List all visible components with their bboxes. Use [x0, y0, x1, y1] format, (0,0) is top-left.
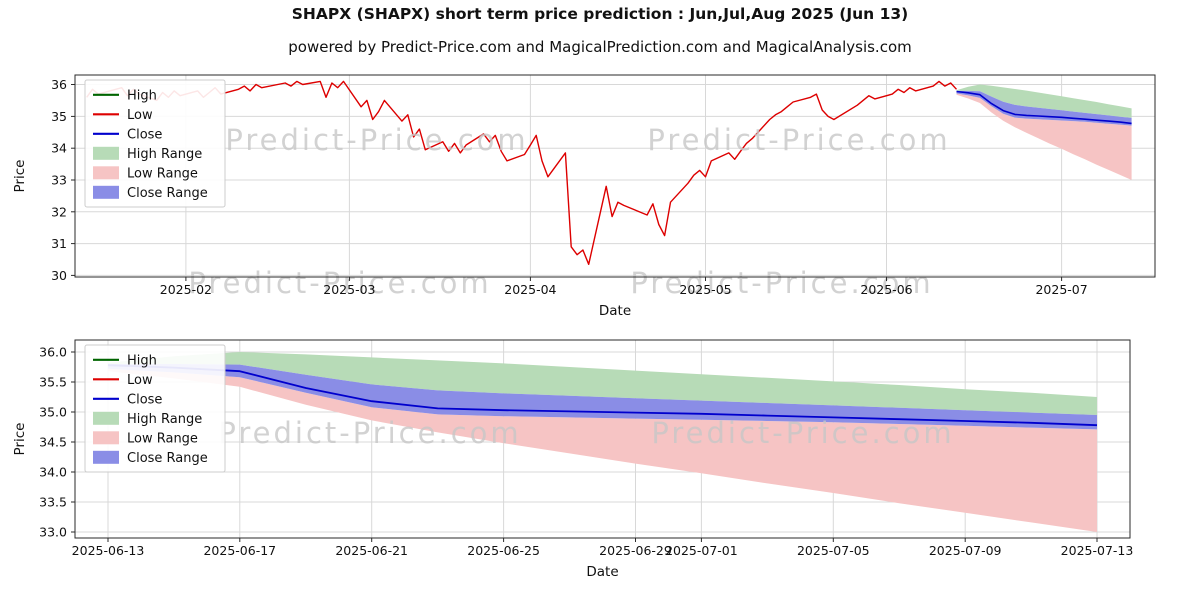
y-tick-label: 33: [51, 173, 67, 188]
x-tick-label: 2025-07-13: [1061, 543, 1134, 558]
y-tick-label: 32: [51, 204, 67, 219]
legend-label-close-range: Close Range: [127, 451, 208, 466]
y-tick-label: 35.5: [39, 375, 67, 390]
y-tick-label: 34: [51, 141, 67, 156]
watermark-text: Predict-Price.com: [218, 416, 521, 450]
band-high-range: [956, 84, 1132, 118]
legend: High Low Close High Range Low Range Close Ran…: [84, 344, 226, 473]
legend-label-low: Low: [127, 373, 153, 388]
watermarks: Predict-Price.com Predict-Price.com: [218, 416, 954, 450]
band-low-range: [108, 368, 1097, 532]
x-tick-label: 2025-07-05: [797, 543, 870, 558]
series-low-line: [86, 80, 958, 265]
legend-swatch-high-range: [93, 411, 119, 425]
watermark-text: Predict-Price.com: [225, 123, 528, 157]
x-tick-label: 2025-02: [160, 282, 212, 297]
series-close-line: [107, 364, 1098, 427]
legend-label-high: High: [127, 88, 157, 103]
x-tick-label: 2025-06-21: [335, 543, 408, 558]
band-low-range: [956, 93, 1132, 180]
x-axis-label: Date: [599, 303, 631, 319]
series-close-line: [956, 90, 1132, 125]
legend-box: [84, 79, 226, 208]
x-tick-label: 2025-07: [1035, 282, 1087, 297]
y-tick-label: 30: [51, 268, 67, 283]
legend-label-high: High: [127, 353, 157, 368]
gridlines: [75, 75, 1155, 277]
y-tick-label: 34.0: [39, 465, 67, 480]
legend-label-close-range: Close Range: [127, 186, 208, 201]
y-tick-label: 34.5: [39, 435, 67, 450]
legend-label-high-range: High Range: [127, 412, 202, 427]
x-tick-label: 2025-07-09: [929, 543, 1002, 558]
x-tick-label: 2025-06: [860, 282, 912, 297]
y-tick-label: 33.5: [39, 495, 67, 510]
watermark-text: Predict-Price.com: [651, 416, 954, 450]
y-tick-label: 31: [51, 236, 67, 251]
x-tick-label: 2025-06-29: [599, 543, 672, 558]
x-tick-label: 2025-07-01: [665, 543, 738, 558]
watermarks: Predict-Price.com Predict-Price.com Predic…: [188, 123, 950, 300]
legend-swatch-close-range: [93, 450, 119, 464]
legend: High Low Close High Range Low Range Close Ran…: [84, 79, 226, 208]
legend-box: [84, 344, 226, 473]
band-close-range: [956, 90, 1132, 126]
x-tick-label: 2025-04: [504, 282, 556, 297]
axes: 2025-02 2025-03 2025-04 2025-05 2025-06 2025-…: [12, 77, 1088, 319]
legend-label-low-range: Low Range: [127, 166, 198, 181]
legend-swatch-low-range: [93, 166, 119, 180]
legend-label-low-range: Low Range: [127, 431, 198, 446]
legend-label-close: Close: [127, 392, 162, 407]
plot-border: [74, 74, 1156, 278]
y-tick-label: 36.0: [39, 345, 67, 360]
x-tick-label: 2025-05: [679, 282, 731, 297]
y-tick-label: 36: [51, 77, 67, 92]
axes: 2025-06-13 2025-06-17 2025-06-21 2025-06-25…: [12, 345, 1133, 581]
y-tick-label: 35.0: [39, 405, 67, 420]
watermark-text: Predict-Price.com: [188, 266, 491, 300]
legend-swatch-low-range: [93, 431, 119, 445]
x-axis-label: Date: [586, 564, 618, 580]
band-close-range: [108, 364, 1097, 430]
legend-label-low: Low: [127, 108, 153, 123]
band-high-range: [108, 352, 1097, 415]
x-tick-label: 2025-06-17: [203, 543, 276, 558]
legend-label-close: Close: [127, 127, 162, 142]
forecast-detail-chart-canvas: Predict-Price.com Predict-Price.com2025-0…: [12, 339, 1133, 581]
chart-subtitle: powered by Predict-Price.com and Magical…: [288, 38, 912, 56]
overview-chart-canvas: Predict-Price.com Predict-Price.com Predic…: [12, 74, 1156, 319]
x-tick-label: 2025-06-13: [72, 543, 145, 558]
legend-label-high-range: High Range: [127, 147, 202, 162]
watermark-text: Predict-Price.com: [647, 123, 950, 157]
watermark-text: Predict-Price.com: [630, 266, 933, 300]
legend-swatch-close-range: [93, 185, 119, 199]
plot-border: [74, 339, 1131, 539]
y-tick-label: 33.0: [39, 525, 67, 540]
y-axis-label: Price: [12, 423, 28, 456]
x-tick-label: 2025-03: [323, 282, 375, 297]
chart-title: SHAPX (SHAPX) short term price predictio…: [291, 5, 909, 23]
y-tick-label: 35: [51, 109, 67, 124]
y-axis-label: Price: [12, 160, 28, 193]
x-tick-label: 2025-06-25: [467, 543, 540, 558]
legend-swatch-high-range: [93, 146, 119, 160]
